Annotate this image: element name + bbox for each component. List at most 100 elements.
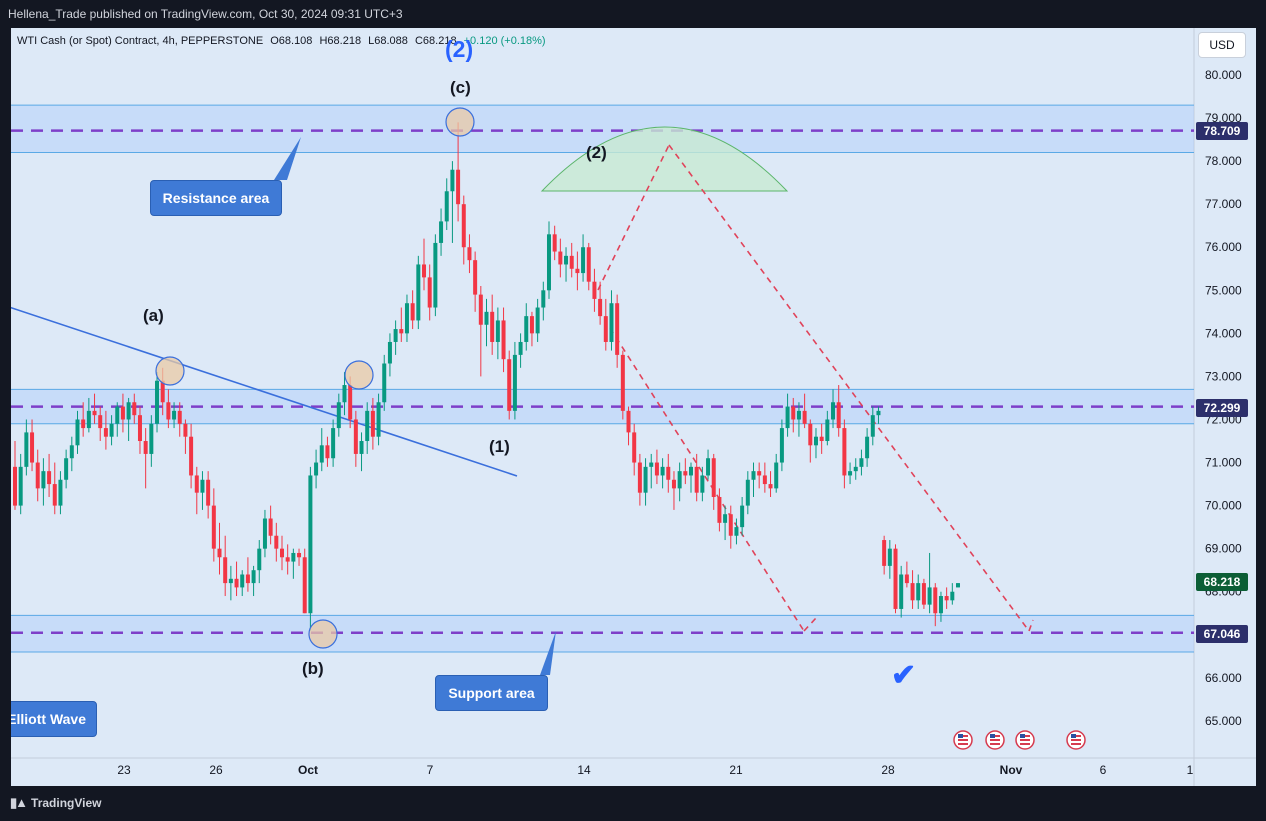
candle-body-150: [865, 436, 870, 459]
candle-body-124: [717, 496, 722, 523]
candle-body-151: [870, 415, 875, 437]
wave-label-b[interactable]: (b): [302, 659, 324, 678]
x-tick-1: 26: [209, 763, 223, 777]
wave-label-c[interactable]: (c): [450, 78, 471, 97]
chart-svg[interactable]: 80.000 79.000 78.000 77.000 76.000 75.000 74.0…: [11, 28, 1256, 786]
resistance-area-label[interactable]: Resistance area: [150, 180, 282, 216]
candle-body-146: [842, 428, 847, 476]
candle-body-7: [52, 484, 57, 506]
candle-body-152: [876, 410, 881, 416]
trend-line: [11, 306, 518, 477]
candle-body-158: [910, 583, 915, 601]
elliott-wave-label[interactable]: Elliott Wave: [11, 701, 97, 737]
wave-label-2[interactable]: (2): [586, 143, 607, 162]
candle-body-82: [478, 294, 483, 325]
candle-body-49: [291, 552, 296, 562]
candle-body-84: [490, 311, 495, 342]
candle-body-127: [734, 527, 739, 536]
y-tick-0: 80.000: [1205, 68, 1242, 82]
x-tick-2: Oct: [298, 763, 318, 777]
candle-body-165: [950, 591, 955, 601]
candle-body-78: [456, 169, 461, 205]
projection-line-2: [1028, 619, 1034, 632]
candle-body-1: [18, 466, 23, 506]
candle-body-22: [137, 415, 142, 442]
candle-body-15: [98, 415, 103, 429]
candle-body-26: [160, 380, 165, 403]
support-area-label[interactable]: Support area: [435, 675, 548, 711]
candle-body-69: [404, 303, 409, 334]
candle-body-153: [882, 540, 887, 566]
symbol-name: WTI Cash (or Spot) Contract, 4h, PEPPERS…: [17, 35, 264, 47]
wave-label-2-top[interactable]: (2): [445, 36, 474, 62]
wave-label-a[interactable]: (a): [143, 306, 164, 325]
candle-body-128: [740, 505, 745, 528]
candle-body-34: [206, 479, 211, 506]
candle-body-54: [319, 445, 324, 463]
candle-body-65: [382, 363, 387, 403]
candle-body-28: [172, 410, 177, 420]
candle-body-135: [779, 428, 784, 463]
candle-body-142: [819, 436, 824, 442]
candle-body-33: [200, 479, 205, 493]
candle-body-99: [575, 268, 580, 274]
candle-body-90: [524, 316, 529, 342]
candle-body-156: [899, 574, 904, 609]
wave-label-1[interactable]: (1): [489, 437, 510, 456]
candle-body-114: [660, 466, 665, 476]
candle-body-52: [308, 475, 313, 614]
candle-body-162: [933, 587, 938, 614]
candle-body-60: [353, 419, 358, 454]
change-value: +0.120 (+0.18%): [463, 35, 546, 47]
candle-body-30: [183, 423, 188, 437]
pivot-circle-0: [445, 107, 475, 137]
candle-body-44: [262, 518, 267, 549]
pivot-circle-3: [308, 619, 338, 649]
y-tick-10: 70.000: [1205, 499, 1242, 513]
candle-body-144: [831, 402, 836, 420]
candle-body-117: [677, 471, 682, 489]
candle-body-155: [893, 548, 898, 609]
us-flag-canton-3: [1071, 734, 1076, 738]
candle-body-95: [552, 234, 557, 252]
candle-body-8: [58, 479, 63, 506]
candle-body-41: [245, 574, 250, 584]
candle-body-32: [194, 475, 199, 493]
candle-body-129: [745, 479, 750, 506]
candle-body-24: [149, 423, 154, 454]
us-flag-stripe-b-0: [958, 739, 968, 741]
candle-body-115: [666, 466, 671, 480]
projection-line-4: [803, 617, 817, 632]
candle-body-6: [47, 471, 52, 485]
candle-body-31: [189, 436, 194, 476]
candle-body-148: [853, 466, 858, 472]
us-flag-stripe-c-0: [958, 743, 968, 745]
candle-body-0: [13, 466, 17, 506]
footer: ▮▲ TradingView: [0, 786, 1266, 821]
candle-body-10: [69, 445, 74, 459]
candle-body-5: [41, 471, 46, 489]
candle-body-141: [813, 436, 818, 446]
candle-body-20: [126, 402, 131, 420]
high-value: H68.218: [319, 35, 362, 47]
us-flag-stripe-b-2: [1020, 739, 1030, 741]
candle-body-12: [81, 419, 86, 429]
currency-button[interactable]: USD: [1198, 32, 1246, 58]
candle-body-123: [711, 458, 716, 497]
y-tick-6: 74.000: [1205, 326, 1242, 340]
candle-body-63: [370, 410, 375, 437]
candle-body-100: [581, 247, 586, 274]
candle-body-16: [103, 428, 108, 437]
candle-body-51: [302, 557, 307, 614]
candle-body-2: [24, 432, 29, 467]
candle-body-107: [620, 354, 625, 411]
projection-line-0: [597, 144, 670, 291]
candle-body-130: [751, 471, 756, 480]
us-flag-canton-1: [990, 734, 995, 738]
tradingview-logo[interactable]: ▮▲ TradingView: [10, 795, 102, 811]
chart-area[interactable]: 80.000 79.000 78.000 77.000 76.000 75.000 74.0…: [11, 28, 1256, 786]
candle-body-113: [654, 462, 659, 476]
checkmark-icon[interactable]: ✔: [891, 659, 917, 692]
x-tick-7: Nov: [1000, 763, 1023, 777]
y-tick-5: 75.000: [1205, 283, 1242, 297]
